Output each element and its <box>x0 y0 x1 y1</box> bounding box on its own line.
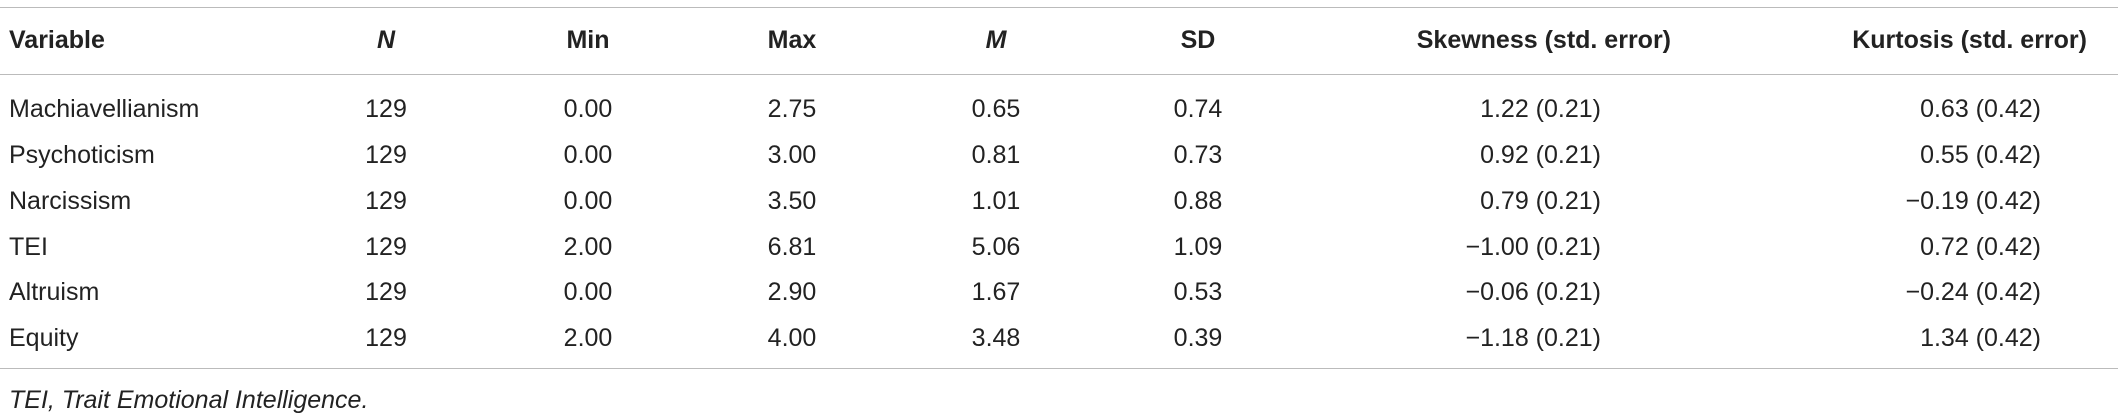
table-cell: −1.00 (0.21) <box>1465 233 1601 261</box>
table-cell: 0.00 <box>563 187 613 215</box>
table-cell: 6.81 <box>767 233 817 261</box>
header-cell: M <box>985 26 1007 54</box>
table-cell: 129 <box>365 141 407 169</box>
table-cell: 129 <box>365 233 407 261</box>
header-rule <box>0 74 2118 75</box>
table-cell: 1.01 <box>971 187 1021 215</box>
table-cell: −0.24 (0.42) <box>1905 278 2041 306</box>
table-cell: 0.55 (0.42) <box>1920 141 2041 169</box>
header-cell: Min <box>566 26 610 54</box>
table-cell: 0.92 (0.21) <box>1480 141 1601 169</box>
header-cell: N <box>376 26 396 54</box>
table-cell: −0.06 (0.21) <box>1465 278 1601 306</box>
top-rule <box>0 7 2118 8</box>
table-cell: 4.00 <box>767 324 817 352</box>
table-cell: −1.18 (0.21) <box>1465 324 1601 352</box>
header-cell: Max <box>767 26 817 54</box>
table-cell: 2.75 <box>767 95 817 123</box>
row-label: Narcissism <box>9 187 132 215</box>
table-cell: 129 <box>365 324 407 352</box>
row-label: Altruism <box>9 278 100 306</box>
header-cell: Variable <box>9 26 105 54</box>
table-cell: 0.63 (0.42) <box>1920 95 2041 123</box>
table-cell: 0.88 <box>1173 187 1223 215</box>
table-cell: 0.81 <box>971 141 1021 169</box>
table-cell: 2.90 <box>767 278 817 306</box>
header-cell: Kurtosis (std. error) <box>1852 26 2087 54</box>
header-cell: Skewness (std. error) <box>1416 26 1671 54</box>
table-cell: 2.00 <box>563 233 613 261</box>
table-cell: 2.00 <box>563 324 613 352</box>
table-cell: 0.39 <box>1173 324 1223 352</box>
table-cell: 1.22 (0.21) <box>1480 95 1601 123</box>
table-cell: 0.65 <box>971 95 1021 123</box>
table-cell: 1.09 <box>1173 233 1223 261</box>
footnote: TEI, Trait Emotional Intelligence. <box>9 386 369 414</box>
table-cell: 0.00 <box>563 95 613 123</box>
table-cell: 129 <box>365 278 407 306</box>
row-label: Psychoticism <box>9 141 155 169</box>
row-label: TEI <box>9 233 48 261</box>
table-cell: 0.73 <box>1173 141 1223 169</box>
table-cell: 0.79 (0.21) <box>1480 187 1601 215</box>
table-cell: 0.00 <box>563 141 613 169</box>
table-cell: 0.74 <box>1173 95 1223 123</box>
table-cell: 0.00 <box>563 278 613 306</box>
row-label: Equity <box>9 324 79 352</box>
table-cell: −0.19 (0.42) <box>1905 187 2041 215</box>
row-label: Machiavellianism <box>9 95 200 123</box>
table-cell: 129 <box>365 95 407 123</box>
table-cell: 129 <box>365 187 407 215</box>
table-cell: 1.34 (0.42) <box>1920 324 2041 352</box>
table-cell: 1.67 <box>971 278 1021 306</box>
table-cell: 3.48 <box>971 324 1021 352</box>
header-cell: SD <box>1180 26 1216 54</box>
bottom-rule <box>0 368 2118 369</box>
table-cell: 5.06 <box>971 233 1021 261</box>
table-cell: 3.50 <box>767 187 817 215</box>
table-cell: 3.00 <box>767 141 817 169</box>
table-cell: 0.72 (0.42) <box>1920 233 2041 261</box>
table-cell: 0.53 <box>1173 278 1223 306</box>
